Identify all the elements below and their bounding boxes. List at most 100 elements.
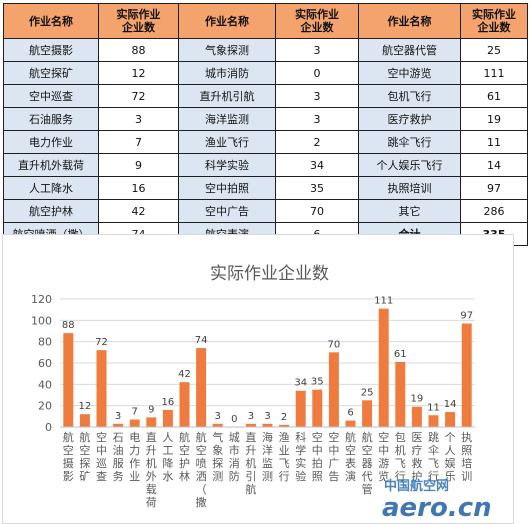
company-count-cell: 7: [98, 130, 179, 154]
company-count-cell: 3: [275, 107, 359, 131]
bar-data-label: 0: [231, 414, 237, 425]
y-tick-label: 60: [38, 357, 52, 370]
x-tick-label: 石油服务: [113, 431, 124, 483]
x-tick-label: 跳伞飞行: [428, 430, 439, 483]
x-tick-label: 医疗救护: [411, 431, 422, 483]
bar-data-label: 6: [347, 408, 353, 419]
bar: [212, 423, 223, 427]
company-count-cell: 11: [460, 130, 528, 154]
x-tick-label: 航空探矿: [79, 430, 90, 483]
bar: [245, 423, 256, 427]
company-count-cell: 34: [275, 153, 359, 177]
company-count-cell: 3: [275, 84, 359, 108]
operation-name-cell: 科学实验: [178, 153, 276, 177]
operation-name-cell: 石油服务: [3, 107, 99, 131]
bar-data-label: 34: [294, 378, 307, 389]
operation-name-cell: 直升机外载荷: [3, 153, 99, 177]
bar: [295, 390, 306, 427]
header-company-count: 实际作业 企业数: [275, 3, 359, 39]
company-count-cell: 35: [275, 176, 359, 200]
bar: [345, 420, 356, 427]
operation-name-cell: 跳伞飞行: [358, 130, 461, 154]
operation-name-cell: 气象探测: [178, 38, 276, 62]
x-tick-label: 海洋监测: [262, 430, 273, 483]
bar-data-label: 70: [328, 339, 341, 350]
x-tick-label: 空中拍照: [312, 430, 323, 483]
bar-data-label: 9: [148, 404, 154, 415]
header-company-count: 实际作业 企业数: [98, 3, 179, 39]
company-count-cell: 111: [460, 61, 528, 85]
bar: [196, 348, 207, 427]
x-tick-label: 气象探测: [212, 430, 223, 483]
operation-name-cell: 包机飞行: [358, 84, 461, 108]
header-operation-name: 作业名称: [3, 3, 99, 39]
bar-data-label: 14: [444, 399, 457, 410]
company-count-cell: 2: [275, 130, 359, 154]
bar: [179, 382, 190, 427]
table-row: 航空护林 42 空中广告 70 其它 286: [3, 199, 528, 223]
bar: [461, 323, 472, 427]
operation-name-cell: 航空探矿: [3, 61, 99, 85]
bar: [395, 361, 406, 427]
table-row: 石油服务 3 海洋监测 3 医疗救护 19: [3, 107, 528, 131]
x-tick-label: 航空表演: [345, 430, 356, 483]
bar: [445, 412, 456, 427]
bar: [312, 389, 323, 427]
bar-data-label: 42: [178, 369, 191, 380]
bar-data-label: 12: [79, 401, 92, 412]
operation-name-cell: 空中广告: [178, 199, 276, 223]
header-operation-name: 作业名称: [178, 3, 276, 39]
bar-data-label: 61: [394, 349, 407, 360]
bar-data-label: 16: [162, 397, 175, 408]
x-tick-label: 航空护林: [179, 430, 190, 483]
company-count-cell: 72: [98, 84, 179, 108]
table-row: 直升机外载荷 9 科学实验 34 个人娱乐飞行 14: [3, 153, 528, 177]
operation-name-cell: 航空护林: [3, 199, 99, 223]
chart-title: 实际作业企业数: [210, 264, 329, 284]
operation-name-cell: 空中游览: [358, 61, 461, 85]
aero-cn-watermark-logo: 中国航空网 aero.cn: [382, 478, 492, 522]
table-row: 航空探矿 12 城市消防 0 空中游览 111: [3, 61, 528, 85]
company-count-cell: 25: [460, 38, 528, 62]
y-tick-label: 120: [31, 293, 52, 306]
company-count-cell: 3: [275, 38, 359, 62]
x-tick-label: 航空喷洒（撒: [196, 430, 207, 509]
bar-chart: 实际作业企业数 0 20 40 60 80 100 120 88 航空摄影 12 航空探矿 72 空中巡查…: [2, 234, 514, 524]
bar: [129, 419, 140, 427]
operation-name-cell: 其它: [358, 199, 461, 223]
operation-name-cell: 空中拍照: [178, 176, 276, 200]
bar-data-label: 111: [374, 296, 393, 307]
watermark-en: aero.cn: [382, 493, 492, 522]
x-tick-label: 空中游览: [378, 430, 389, 483]
company-count-cell: 3: [98, 107, 179, 131]
x-tick-label: 个人娱乐: [445, 431, 456, 483]
bar: [378, 308, 389, 427]
company-count-cell: 286: [460, 199, 528, 223]
x-tick-label: 航空器代管: [362, 430, 373, 496]
table-row: 电力作业 7 渔业飞行 2 跳伞飞行 11: [3, 130, 528, 154]
table-header-row: 作业名称 实际作业 企业数 作业名称 实际作业 企业数 作业名称 实际作业 企业数: [3, 3, 528, 39]
x-tick-label: 执照培训: [461, 430, 472, 483]
bar: [279, 424, 290, 427]
bar-data-label: 74: [195, 335, 208, 346]
bar-data-label: 97: [460, 311, 473, 322]
operation-name-cell: 人工降水: [3, 176, 99, 200]
bar: [411, 406, 422, 427]
table-row: 航空摄影 88 气象探测 3 航空器代管 25: [3, 38, 528, 62]
operation-name-cell: 航空摄影: [3, 38, 99, 62]
table-row: 人工降水 16 空中拍照 35 执照培训 97: [3, 176, 528, 200]
company-count-cell: 19: [460, 107, 528, 131]
operation-name-cell: 直升机引航: [178, 84, 276, 108]
company-count-cell: 70: [275, 199, 359, 223]
bar-data-label: 72: [95, 337, 108, 348]
bar: [79, 414, 90, 427]
company-count-cell: 12: [98, 61, 179, 85]
x-tick-label: 直升机引航: [245, 430, 256, 496]
company-count-cell: 14: [460, 153, 528, 177]
header-company-count: 实际作业 企业数: [460, 3, 528, 39]
y-tick-label: 40: [38, 378, 52, 391]
bar: [113, 423, 124, 427]
bar-data-label: 88: [62, 320, 75, 331]
y-tick-label: 0: [45, 421, 52, 434]
company-count-cell: 16: [98, 176, 179, 200]
